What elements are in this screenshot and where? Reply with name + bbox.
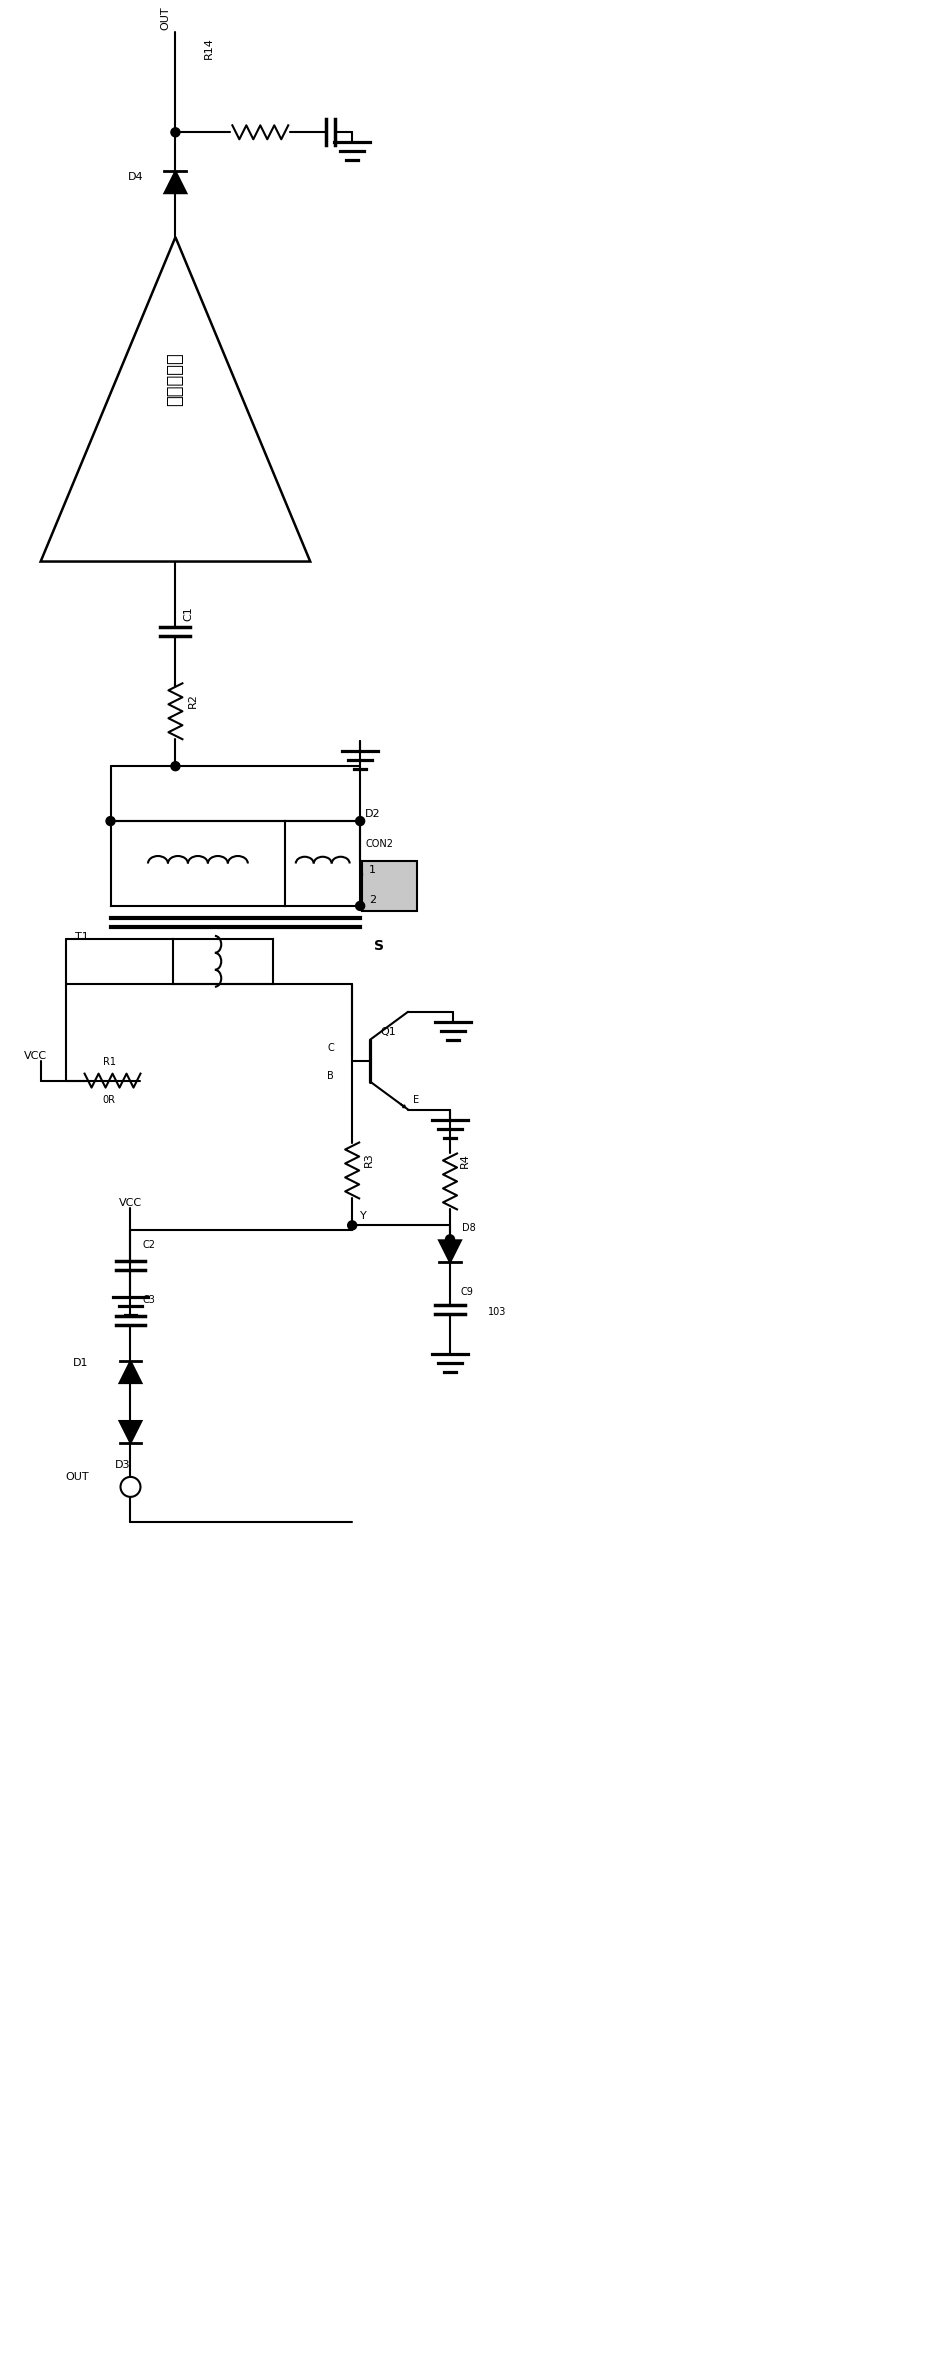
Text: D1: D1 <box>73 1358 89 1368</box>
Circle shape <box>446 1235 454 1244</box>
Text: 信号放大器: 信号放大器 <box>167 352 184 407</box>
Text: 1: 1 <box>369 866 376 875</box>
Polygon shape <box>120 1420 142 1444</box>
Text: E: E <box>413 1094 419 1104</box>
Text: VCC: VCC <box>119 1199 142 1209</box>
Circle shape <box>356 902 364 911</box>
Text: OUT: OUT <box>160 7 171 31</box>
Text: 0R: 0R <box>103 1094 116 1104</box>
Text: D4: D4 <box>128 171 144 183</box>
Text: R14: R14 <box>203 38 213 59</box>
Text: R3: R3 <box>364 1151 375 1168</box>
Circle shape <box>106 816 115 826</box>
Text: C3: C3 <box>143 1294 156 1306</box>
Text: R2: R2 <box>187 692 197 709</box>
Circle shape <box>171 128 180 136</box>
Text: Q1: Q1 <box>380 1028 396 1037</box>
Text: 103: 103 <box>488 1306 506 1318</box>
Text: CON2: CON2 <box>365 840 393 849</box>
Text: OUT: OUT <box>65 1473 89 1482</box>
Text: R4: R4 <box>460 1154 470 1168</box>
Polygon shape <box>120 1361 142 1382</box>
Text: R1: R1 <box>103 1056 116 1066</box>
Text: Y: Y <box>361 1211 367 1220</box>
Text: C: C <box>327 1042 334 1052</box>
Text: C2: C2 <box>143 1239 156 1251</box>
Text: D3: D3 <box>115 1461 131 1470</box>
Text: C9: C9 <box>460 1287 473 1297</box>
Text: D8: D8 <box>462 1223 476 1232</box>
Text: D2: D2 <box>365 809 381 818</box>
Text: B: B <box>327 1071 334 1080</box>
Text: C1: C1 <box>184 607 194 621</box>
Bar <box>362 861 417 911</box>
Circle shape <box>348 1220 357 1230</box>
Circle shape <box>171 761 180 771</box>
Text: VCC: VCC <box>24 1052 47 1061</box>
Polygon shape <box>439 1239 461 1263</box>
Circle shape <box>356 816 364 826</box>
Polygon shape <box>164 171 186 193</box>
Text: 2: 2 <box>369 895 376 904</box>
Text: S: S <box>375 940 384 954</box>
Text: T1: T1 <box>75 933 89 942</box>
